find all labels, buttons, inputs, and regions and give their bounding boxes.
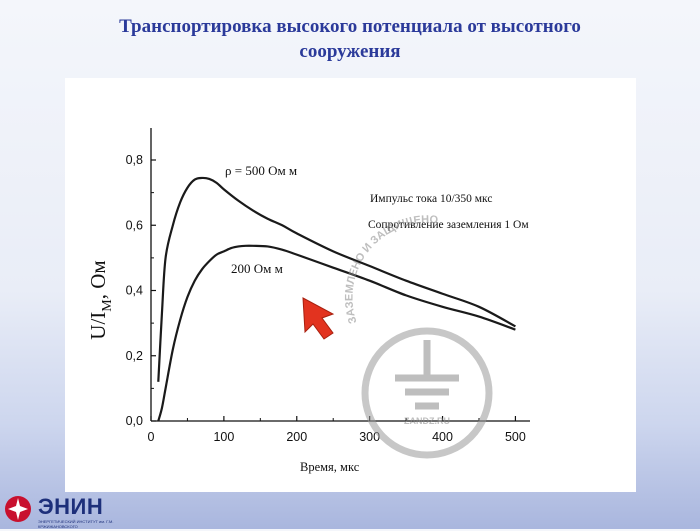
chart-curves	[157, 176, 516, 422]
x-tick-label: 100	[213, 430, 234, 444]
logo-text: ЭНИН	[38, 494, 104, 519]
x-tick-label: 300	[359, 430, 380, 444]
annotation-grounding: Сопротивление заземления 1 Ом	[368, 219, 529, 231]
logo-subtitle: ЭНЕРГЕТИЧЕСКИЙ ИНСТИТУТ им. Г.М. КРЖИЖАН…	[38, 519, 114, 529]
slide-title-line1: Транспортировка высокого потенциала от в…	[119, 16, 581, 37]
chart-axes	[150, 128, 530, 422]
annotation-impulse: Импульс тока 10/350 мкс	[370, 193, 492, 205]
y-axis-label-sub: M	[100, 299, 115, 312]
y-tick-label: 0,4	[126, 284, 143, 298]
watermark-seal: ЗАЗЕМЛЕНО И ЗАЩИЩЕНО ZANDZ.RU	[343, 214, 493, 459]
slide-title: Транспортировка высокого потенциала от в…	[0, 14, 700, 64]
series-label-200: 200 Ом м	[231, 261, 283, 276]
y-tick-label: 0,6	[126, 218, 143, 232]
y-axis-label: U/IM, Ом	[86, 260, 115, 339]
watermark-site: ZANDZ.RU	[404, 416, 450, 426]
line-chart: 0 100 200 300 400 500 0,0 0,2 0,4 0,6 0,8 ρ = 500 …	[86, 128, 530, 474]
series-line-1	[157, 244, 516, 422]
x-tick-label: 500	[505, 430, 526, 444]
x-tick-label: 400	[432, 430, 453, 444]
chart-ticks: 0 100 200 300 400 500 0,0 0,2 0,4 0,6 0,8	[126, 153, 526, 444]
y-tick-label: 0,0	[126, 414, 143, 428]
y-tick-label: 0,2	[126, 349, 143, 363]
x-tick-label: 200	[286, 430, 307, 444]
y-axis-label-unit: , Ом	[86, 260, 110, 299]
y-axis-label-main: U/I	[86, 312, 110, 340]
slide-title-line2: сооружения	[299, 41, 401, 62]
watermark-ring	[361, 327, 493, 459]
y-tick-label: 0,8	[126, 153, 143, 167]
series-line-0	[157, 176, 516, 382]
enin-logo: ЭНИН ЭНЕРГЕТИЧЕСКИЙ ИНСТИТУТ им. Г.М. КР…	[4, 492, 164, 529]
x-tick-label: 0	[148, 430, 155, 444]
cursor-arrow-icon	[302, 297, 335, 340]
ground-symbol-icon	[395, 340, 459, 410]
series-label-500: ρ = 500 Ом м	[225, 163, 297, 178]
logo-emblem-icon	[5, 496, 31, 522]
x-axis-label: Время, мкс	[300, 460, 360, 474]
chart-panel: 0 100 200 300 400 500 0,0 0,2 0,4 0,6 0,8 ρ = 500 …	[65, 78, 636, 492]
